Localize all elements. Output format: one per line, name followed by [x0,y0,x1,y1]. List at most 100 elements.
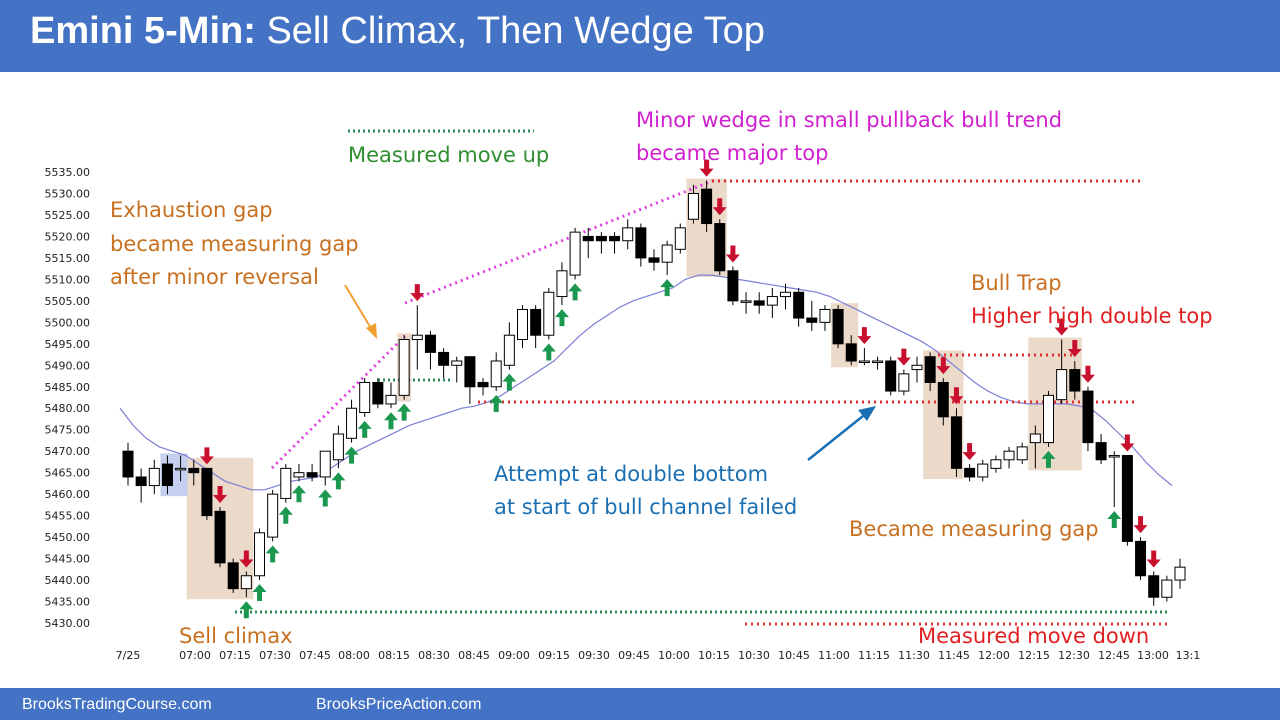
x-tick-label: 11:30 [898,649,930,662]
bear-arrow-icon [1146,550,1161,568]
bear-arrow-icon [857,327,872,345]
title-bold: Emini 5-Min: [30,10,256,52]
x-tick-label: 12:00 [978,649,1010,662]
x-tick-label: 09:30 [578,649,610,662]
bear-arrow-icon [1080,365,1095,383]
x-tick-label: 12:30 [1058,649,1090,662]
y-tick-label: 5485.00 [45,381,91,394]
candle-body [359,381,371,414]
candle-body [385,394,397,405]
candle-body [858,360,870,363]
bear-arrow-icon [199,447,214,465]
candle-body [832,308,844,345]
page-title: Emini 5-Min: Sell Climax, Then Wedge Top [30,10,765,53]
x-axis: 7/25 07:00 07:15 07:30 07:45 08:00 08:15 08:30 0… [116,649,1201,662]
attempt-arrow-shaft [807,411,869,461]
x-tick-label: 10:00 [658,649,690,662]
candle-body [635,227,647,259]
bull-arrow-icon [239,601,254,619]
candle-body [780,291,791,298]
y-tick-label: 5535.00 [45,166,91,179]
title-rest: Sell Climax, Then Wedge Top [266,10,765,52]
candle-body [1148,575,1160,598]
candle-body [845,343,857,362]
bear-arrow-icon [1133,516,1148,534]
candle-body [503,334,515,366]
y-tick-label: 5515.00 [45,252,91,265]
bull-arrow-icon [384,412,398,430]
candle-body [727,270,739,302]
exhaustion-arrow-head [366,323,377,339]
candle-body [740,300,752,303]
x-tick-label: 12:15 [1018,649,1050,662]
x-tick-label: 7/25 [116,649,141,662]
candle-body [438,351,450,366]
candle-body [490,360,502,388]
bull-arrow-icon [1107,511,1122,529]
bull-arrow-icon [318,489,333,507]
annotation-exhaustion-3: after minor reversal [110,265,319,289]
candle-body [530,308,542,336]
y-tick-label: 5505.00 [45,295,91,308]
y-tick-label: 5520.00 [45,230,91,243]
candle-body [950,416,962,469]
candle-body [622,227,634,242]
candle-body [464,356,476,388]
exhaustion-arrow-shaft [344,284,373,331]
candle-body [214,510,226,564]
attempt-arrow-head [858,406,876,421]
bull-arrow-icon [278,506,293,524]
candle-body [398,339,410,396]
candle-body [990,459,1002,469]
annotation-minor-wedge-2: became major top [636,141,828,165]
x-tick-label: 07:15 [219,649,251,662]
candle-body [175,467,187,471]
y-tick-label: 5490.00 [45,359,91,372]
footer-link-left[interactable]: BrooksTradingCourse.com [22,696,212,713]
x-tick-label: 08:30 [418,649,450,662]
candle-body [293,472,305,478]
x-tick-label: 13:1 [1176,649,1201,662]
bull-arrow-icon [265,545,280,563]
y-tick-label: 5510.00 [45,273,91,286]
candle-body [319,450,331,478]
candle-body [556,270,568,298]
y-tick-label: 5440.00 [45,574,91,587]
candle-body [898,373,910,392]
bear-arrow-icon [896,348,911,366]
candle-body [451,360,463,366]
bear-arrow-icon [962,443,977,461]
x-tick-label: 08:45 [458,649,490,662]
bull-arrow-icon [331,472,346,490]
candle-body [609,235,621,242]
candle-body [701,188,713,225]
candle-body [569,231,581,276]
candle-body [188,467,200,474]
bull-arrow-icon [1041,450,1056,468]
candle-body [254,532,265,577]
annotation-exhaustion-2: became measuring gap [110,232,359,256]
candle-body [1043,394,1054,444]
y-axis: 5535.00 5530.00 5525.00 5520.00 5515.00 5510.… [45,166,91,630]
x-tick-label: 11:00 [818,649,850,662]
y-tick-label: 5500.00 [45,316,91,329]
annotations: Measured move up Minor wedge in small pu… [110,108,1213,648]
candle-body [595,235,607,242]
footer-link-right[interactable]: BrooksPriceAction.com [316,696,482,713]
x-tick-label: 11:15 [858,649,890,662]
candles [122,180,1186,606]
y-tick-label: 5445.00 [45,553,91,566]
y-tick-label: 5435.00 [45,596,91,609]
bull-arrow-icon [252,584,267,602]
candle-body [674,227,686,250]
candle-body [1016,446,1028,461]
wedge-line-2 [404,179,713,305]
candle-body [1056,369,1068,401]
bear-arrow-icon [699,159,714,177]
x-tick-label: 10:45 [778,649,810,662]
x-tick-label: 09:00 [498,649,530,662]
bear-arrow-icon [410,284,425,302]
y-tick-label: 5525.00 [45,209,91,222]
candle-body [267,493,279,538]
x-tick-label: 11:45 [938,649,970,662]
